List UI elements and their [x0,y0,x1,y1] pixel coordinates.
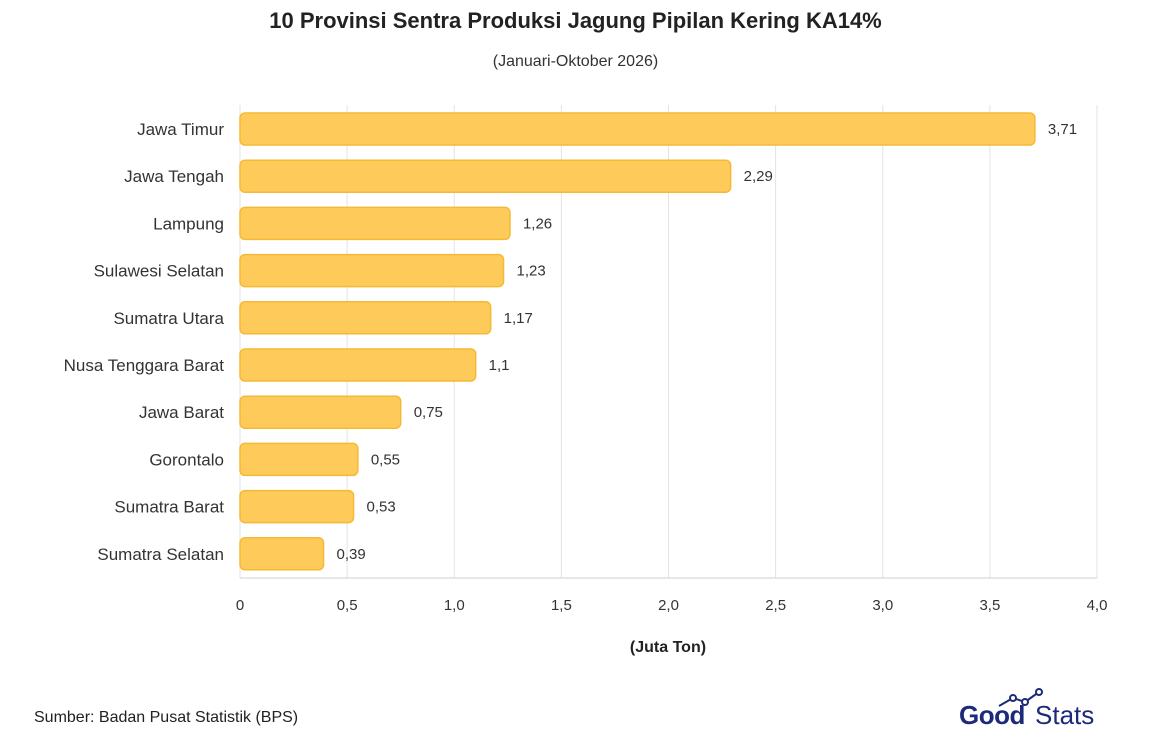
category-label: Jawa Tengah [124,167,224,186]
bars [239,112,1036,571]
value-label: 0,53 [367,499,396,516]
x-tick-label: 3,5 [979,597,1000,614]
bar [239,159,732,193]
x-tick-label: 3,0 [872,597,893,614]
x-tick-label: 0 [236,597,244,614]
x-tick-label: 0,5 [337,597,358,614]
category-label: Sumatra Utara [113,309,224,328]
category-label: Sumatra Barat [114,498,224,517]
x-tick-label: 1,5 [551,597,572,614]
category-label: Lampung [153,214,224,233]
category-label: Sumatra Selatan [97,545,224,564]
bar [239,489,355,524]
value-label: 0,39 [337,546,366,563]
value-label: 2,29 [744,168,773,185]
bar [239,537,325,571]
bar [239,395,402,429]
value-label: 1,26 [523,215,552,232]
logo-chart-icon [998,688,1043,707]
value-label: 1,1 [489,357,510,374]
goodstats-logo: Good Stats [955,688,1115,734]
x-tick-label: 1,0 [444,597,465,614]
bar [239,206,511,241]
category-label: Jawa Timur [137,120,224,139]
bar [239,442,359,477]
chart-subtitle: (Januari-Oktober 2026) [492,53,659,70]
value-label: 1,23 [517,263,546,280]
value-label: 0,75 [414,404,443,421]
x-tick-label: 4,0 [1087,597,1108,614]
source-note: Sumber: Badan Pusat Statistik (BPS) [34,709,299,726]
logo-text-good: Good [959,700,1025,730]
bar [239,348,477,382]
category-label: Sulawesi Selatan [94,262,224,281]
bar [239,301,492,335]
x-axis-label: (Juta Ton) [630,639,706,656]
x-tick-label: 2,5 [765,597,786,614]
category-label: Jawa Barat [139,403,224,422]
x-tick-label: 2,0 [658,597,679,614]
bar [239,112,1036,146]
value-label: 0,55 [371,451,400,468]
bar [239,253,505,288]
category-label: Nusa Tenggara Barat [64,356,225,375]
value-label: 3,71 [1048,121,1077,138]
category-label: Gorontalo [149,450,224,469]
chart-title: 10 Provinsi Sentra Produksi Jagung Pipil… [269,8,882,33]
labels: 0 0,5 1,0 1,5 2,0 2,5 3,0 3,5 4,0 Jawa Timur 3,71 J… [64,120,1108,614]
logo-text-stats: Stats [1035,700,1095,730]
value-label: 1,17 [504,310,533,327]
